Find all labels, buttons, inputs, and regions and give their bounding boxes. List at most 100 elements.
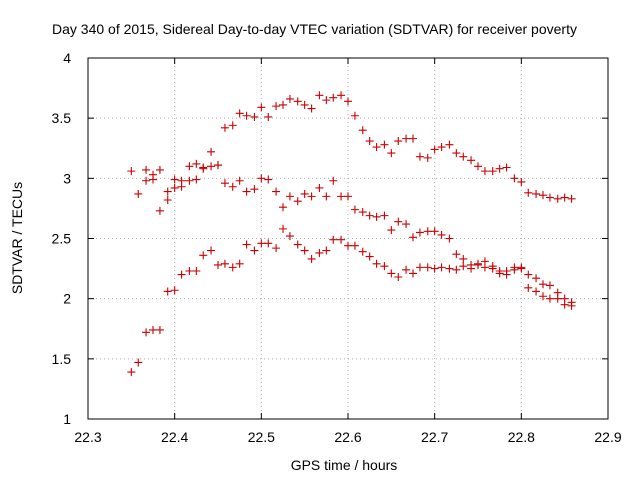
data-point bbox=[307, 192, 316, 201]
y-tick-label: 4 bbox=[63, 50, 71, 66]
data-point bbox=[242, 111, 251, 120]
data-point bbox=[257, 239, 266, 248]
data-point bbox=[264, 239, 273, 248]
data-point bbox=[350, 241, 359, 250]
data-point bbox=[177, 182, 186, 191]
data-point bbox=[372, 259, 381, 268]
data-point bbox=[394, 217, 403, 226]
data-point bbox=[409, 269, 417, 278]
data-point bbox=[423, 153, 432, 162]
data-point bbox=[495, 269, 504, 278]
data-point bbox=[510, 174, 519, 183]
data-point bbox=[532, 274, 541, 283]
x-tick-label: 22.3 bbox=[74, 429, 101, 445]
data-point bbox=[134, 358, 143, 367]
data-point bbox=[459, 262, 468, 271]
data-point bbox=[545, 281, 554, 290]
data-point bbox=[437, 230, 446, 239]
data-point bbox=[423, 227, 432, 236]
data-point bbox=[177, 270, 186, 279]
data-point bbox=[300, 189, 309, 198]
data-point bbox=[517, 263, 526, 272]
data-point bbox=[199, 251, 208, 260]
data-point bbox=[532, 189, 541, 198]
data-point bbox=[279, 224, 287, 233]
data-point bbox=[192, 159, 201, 168]
data-point bbox=[402, 265, 411, 274]
y-tick-label: 1 bbox=[63, 411, 71, 427]
data-point bbox=[365, 252, 374, 261]
data-point bbox=[567, 301, 576, 310]
data-point bbox=[300, 246, 309, 255]
data-point bbox=[315, 91, 324, 100]
data-point bbox=[185, 266, 194, 275]
data-point bbox=[155, 325, 164, 334]
y-axis: 1 1.5 2 2.5 3 3.5 4 bbox=[52, 50, 608, 427]
data-point bbox=[250, 185, 259, 194]
data-point bbox=[474, 162, 482, 171]
data-point bbox=[300, 100, 309, 109]
data-point bbox=[532, 287, 541, 296]
x-tick-label: 22.8 bbox=[508, 429, 535, 445]
data-point bbox=[409, 134, 417, 143]
data-point bbox=[488, 167, 497, 176]
data-point bbox=[127, 167, 136, 176]
data-point bbox=[452, 250, 461, 259]
data-point bbox=[380, 262, 389, 271]
data-point bbox=[358, 247, 367, 256]
data-point bbox=[553, 194, 562, 203]
data-point bbox=[560, 300, 569, 309]
x-tick-label: 22.4 bbox=[161, 429, 188, 445]
data-point bbox=[322, 246, 331, 255]
data-point bbox=[539, 292, 547, 301]
data-point bbox=[539, 191, 547, 200]
data-point bbox=[365, 211, 374, 220]
data-point bbox=[358, 126, 367, 135]
x-tick-label: 22.7 bbox=[421, 429, 448, 445]
data-point bbox=[380, 211, 389, 220]
data-point bbox=[437, 143, 446, 152]
data-point bbox=[474, 259, 482, 268]
data-point bbox=[155, 206, 164, 215]
y-axis-title: SDTVAR / TECUs bbox=[9, 182, 25, 294]
chart-title: Day 340 of 2015, Sidereal Day-to-day VTE… bbox=[52, 21, 577, 37]
data-point bbox=[329, 235, 338, 244]
data-point bbox=[402, 134, 411, 143]
data-point bbox=[387, 226, 396, 235]
data-point bbox=[524, 270, 533, 279]
data-point bbox=[394, 137, 403, 146]
data-point bbox=[220, 123, 229, 132]
data-point bbox=[127, 368, 136, 377]
data-point bbox=[553, 294, 562, 303]
data-point bbox=[279, 203, 287, 212]
data-point bbox=[142, 328, 151, 337]
data-point bbox=[163, 187, 172, 196]
data-point bbox=[207, 162, 216, 171]
x-tick-label: 22.5 bbox=[248, 429, 275, 445]
data-point bbox=[337, 235, 346, 244]
data-point bbox=[315, 183, 324, 192]
data-point bbox=[372, 212, 381, 221]
data-point bbox=[380, 140, 389, 149]
data-point bbox=[567, 194, 576, 203]
data-point bbox=[264, 175, 273, 184]
data-point bbox=[293, 240, 302, 249]
data-point bbox=[257, 174, 266, 183]
data-point bbox=[170, 286, 179, 295]
data-point bbox=[250, 246, 259, 255]
data-point bbox=[545, 294, 554, 303]
data-point bbox=[423, 263, 432, 272]
data-point bbox=[402, 220, 411, 229]
data-point bbox=[214, 161, 222, 170]
x-axis: 22.3 22.4 22.5 22.6 22.7 22.8 22.9 bbox=[74, 58, 622, 445]
data-point bbox=[387, 149, 396, 158]
data-point bbox=[307, 254, 316, 263]
data-point bbox=[228, 263, 237, 272]
data-point bbox=[264, 112, 273, 121]
data-point bbox=[502, 266, 511, 275]
data-point bbox=[409, 233, 417, 242]
data-point bbox=[242, 240, 251, 249]
data-point bbox=[459, 254, 468, 263]
data-point bbox=[350, 205, 359, 214]
